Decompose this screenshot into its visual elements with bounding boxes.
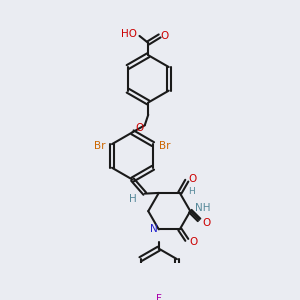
Text: Br: Br — [94, 141, 106, 151]
Text: H: H — [129, 194, 136, 204]
Text: O: O — [135, 123, 144, 133]
Text: Br: Br — [160, 141, 171, 151]
Text: N: N — [150, 224, 158, 234]
Text: HO: HO — [121, 29, 137, 39]
Text: O: O — [160, 31, 168, 41]
Text: O: O — [202, 218, 210, 228]
Text: O: O — [188, 174, 196, 184]
Text: O: O — [190, 237, 198, 247]
Text: NH: NH — [195, 202, 210, 213]
Text: F: F — [156, 294, 162, 300]
Text: H: H — [188, 187, 195, 196]
